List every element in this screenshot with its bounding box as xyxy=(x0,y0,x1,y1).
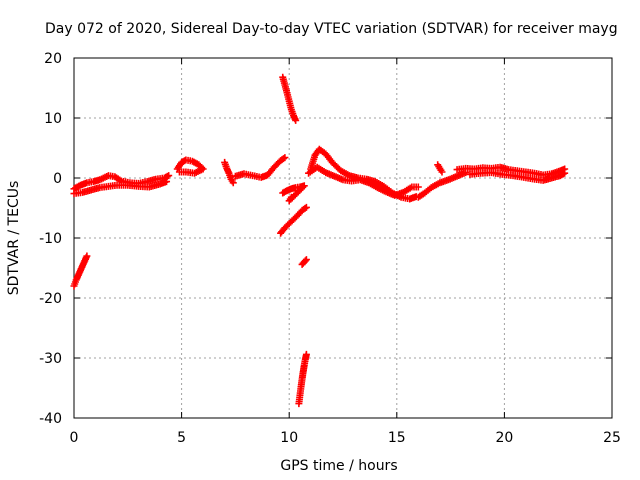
y-axis-label: SDTVAR / TECUs xyxy=(6,181,22,296)
data-point-markers xyxy=(434,161,446,176)
x-tick-label: 10 xyxy=(280,430,298,446)
x-axis-label: GPS time / hours xyxy=(280,458,397,474)
data-point-markers xyxy=(279,73,300,124)
x-tick-label: 15 xyxy=(388,430,406,446)
axis-ticks: 0 5 10 15 20 25 -40 -30 -20 -10 0 10 20 xyxy=(39,51,621,446)
data-point-markers xyxy=(298,256,310,268)
x-tick-label: 20 xyxy=(495,430,513,446)
y-tick-label: 10 xyxy=(44,111,62,127)
y-tick-label: -10 xyxy=(39,231,62,247)
x-tick-label: 25 xyxy=(603,430,621,446)
series-blip-17h xyxy=(434,161,446,176)
data-point-markers xyxy=(70,178,171,198)
data-point-markers xyxy=(305,163,422,199)
series-spike-up xyxy=(279,73,300,124)
series-seg-7h xyxy=(221,158,237,187)
y-tick-label: 20 xyxy=(44,51,62,67)
x-tick-label: 5 xyxy=(177,430,186,446)
series-seg-7-9h xyxy=(231,154,289,181)
data-point-markers xyxy=(231,154,289,181)
series-dip-10h xyxy=(277,203,310,237)
data-point-markers xyxy=(70,252,91,290)
chart-title: Day 072 of 2020, Sidereal Day-to-day VTE… xyxy=(45,21,618,37)
series-isolated-10.7h xyxy=(298,256,310,268)
x-tick-label: 0 xyxy=(70,430,79,446)
data-point-markers xyxy=(277,203,310,237)
series-mid-10h xyxy=(279,182,308,205)
y-tick-label: -20 xyxy=(39,291,62,307)
data-point-markers xyxy=(466,169,569,184)
series-lower-11-15h xyxy=(305,163,422,199)
series-rise-16-17h xyxy=(414,169,470,201)
series-early-descent xyxy=(70,252,91,290)
data-point-markers xyxy=(279,182,308,205)
series-lower-track xyxy=(70,178,171,198)
grid-lines xyxy=(74,58,612,418)
series-flat-lower xyxy=(466,169,569,184)
series-flat-18-22h xyxy=(453,163,569,179)
data-point-markers xyxy=(173,156,207,177)
series-hump-5h xyxy=(173,156,207,177)
data-point-markers xyxy=(414,169,470,201)
data-point-markers xyxy=(295,350,310,408)
data-points xyxy=(70,73,569,408)
y-tick-label: 0 xyxy=(53,171,62,187)
series-spike-down xyxy=(295,350,310,408)
data-point-markers xyxy=(453,163,569,179)
y-tick-label: -30 xyxy=(39,351,62,367)
data-point-markers xyxy=(221,158,237,187)
y-tick-label: -40 xyxy=(39,411,62,427)
